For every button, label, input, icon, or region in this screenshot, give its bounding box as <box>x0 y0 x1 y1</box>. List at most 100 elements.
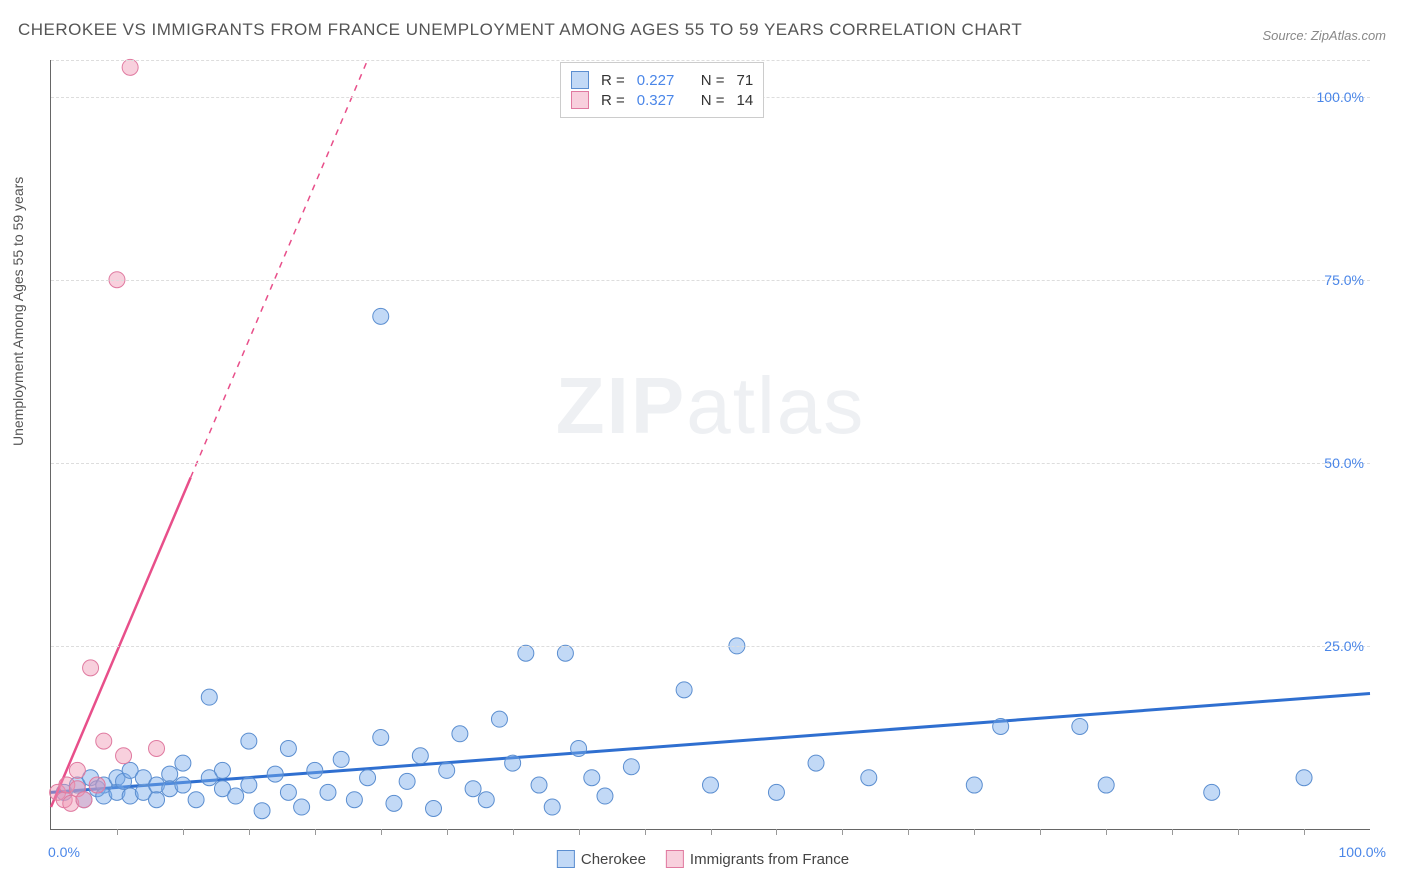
x-minor-tick <box>315 829 316 835</box>
series-label-cherokee: Cherokee <box>581 851 646 868</box>
x-axis-origin: 0.0% <box>48 844 80 860</box>
data-point <box>188 792 204 808</box>
data-point <box>399 773 415 789</box>
data-point <box>175 755 191 771</box>
gridline <box>51 463 1370 464</box>
gridline <box>51 646 1370 647</box>
data-point <box>439 762 455 778</box>
chart-title: CHEROKEE VS IMMIGRANTS FROM FRANCE UNEMP… <box>18 20 1022 40</box>
data-point <box>69 762 85 778</box>
x-minor-tick <box>974 829 975 835</box>
series-legend: Cherokee Immigrants from France <box>557 850 849 868</box>
data-point <box>241 733 257 749</box>
x-minor-tick <box>579 829 580 835</box>
data-point <box>201 689 217 705</box>
r-label: R = <box>601 92 625 109</box>
y-tick-label: 50.0% <box>1324 455 1364 471</box>
data-point <box>96 733 112 749</box>
data-point <box>280 740 296 756</box>
x-minor-tick <box>183 829 184 835</box>
swatch-cherokee <box>557 850 575 868</box>
data-point <box>584 770 600 786</box>
data-point <box>518 645 534 661</box>
data-point <box>557 645 573 661</box>
n-value-cherokee: 71 <box>737 72 754 89</box>
data-point <box>623 759 639 775</box>
x-minor-tick <box>908 829 909 835</box>
data-point <box>544 799 560 815</box>
x-minor-tick <box>645 829 646 835</box>
data-point <box>320 784 336 800</box>
data-point <box>1296 770 1312 786</box>
x-minor-tick <box>117 829 118 835</box>
data-point <box>333 751 349 767</box>
data-point <box>307 762 323 778</box>
x-minor-tick <box>1106 829 1107 835</box>
data-point <box>280 784 296 800</box>
r-value-france: 0.327 <box>637 92 681 109</box>
x-minor-tick <box>381 829 382 835</box>
data-point <box>116 748 132 764</box>
data-point <box>426 800 442 816</box>
data-point <box>768 784 784 800</box>
plot-area: ZIPatlas 25.0%50.0%75.0%100.0% <box>50 60 1370 830</box>
x-minor-tick <box>711 829 712 835</box>
legend-row-cherokee: R = 0.227 N = 71 <box>571 71 753 89</box>
data-point <box>386 795 402 811</box>
data-point <box>861 770 877 786</box>
data-point <box>412 748 428 764</box>
data-point <box>491 711 507 727</box>
x-axis-max: 100.0% <box>1339 844 1386 860</box>
correlation-legend: R = 0.227 N = 71 R = 0.327 N = 14 <box>560 62 764 118</box>
swatch-france <box>571 91 589 109</box>
y-axis-label: Unemployment Among Ages 55 to 59 years <box>10 177 26 446</box>
data-point <box>465 781 481 797</box>
y-tick-label: 25.0% <box>1324 638 1364 654</box>
swatch-cherokee <box>571 71 589 89</box>
legend-item-cherokee: Cherokee <box>557 850 646 868</box>
data-point <box>83 660 99 676</box>
data-point <box>505 755 521 771</box>
data-point <box>162 766 178 782</box>
data-point <box>373 729 389 745</box>
data-point <box>360 770 376 786</box>
scatter-svg <box>51 60 1370 829</box>
n-value-france: 14 <box>737 92 754 109</box>
data-point <box>531 777 547 793</box>
x-minor-tick <box>1040 829 1041 835</box>
data-point <box>122 59 138 75</box>
data-point <box>452 726 468 742</box>
series-label-france: Immigrants from France <box>690 851 849 868</box>
legend-item-france: Immigrants from France <box>666 850 849 868</box>
data-point <box>571 740 587 756</box>
data-point <box>89 777 105 793</box>
n-label: N = <box>701 92 725 109</box>
data-point <box>597 788 613 804</box>
data-point <box>294 799 310 815</box>
data-point <box>175 777 191 793</box>
data-point <box>808 755 824 771</box>
data-point <box>149 792 165 808</box>
data-point <box>373 308 389 324</box>
gridline <box>51 280 1370 281</box>
swatch-france <box>666 850 684 868</box>
y-tick-label: 75.0% <box>1324 272 1364 288</box>
data-point <box>478 792 494 808</box>
x-minor-tick <box>776 829 777 835</box>
data-point <box>966 777 982 793</box>
data-point <box>676 682 692 698</box>
data-point <box>76 792 92 808</box>
data-point <box>346 792 362 808</box>
x-minor-tick <box>842 829 843 835</box>
data-point <box>254 803 270 819</box>
r-label: R = <box>601 72 625 89</box>
x-minor-tick <box>1172 829 1173 835</box>
chart-container: CHEROKEE VS IMMIGRANTS FROM FRANCE UNEMP… <box>0 0 1406 892</box>
data-point <box>228 788 244 804</box>
x-minor-tick <box>1304 829 1305 835</box>
data-point <box>149 740 165 756</box>
x-minor-tick <box>513 829 514 835</box>
data-point <box>993 718 1009 734</box>
gridline <box>51 60 1370 61</box>
r-value-cherokee: 0.227 <box>637 72 681 89</box>
